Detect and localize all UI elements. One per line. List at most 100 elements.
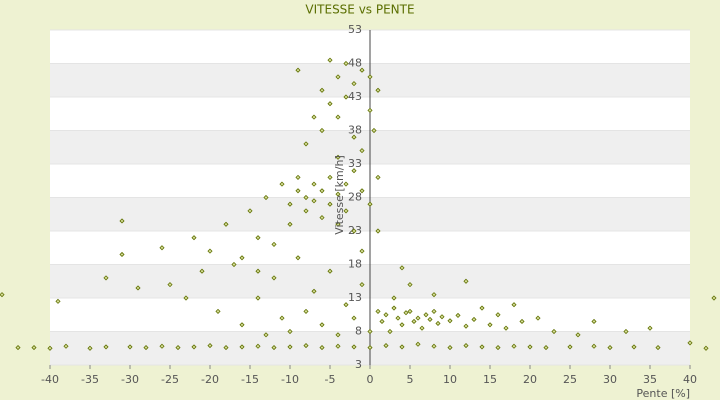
- point: [495, 312, 501, 318]
- point: [319, 188, 325, 194]
- point: [231, 261, 237, 268]
- point: [503, 325, 509, 331]
- y-tick-label: 43: [348, 90, 362, 103]
- point: [543, 345, 549, 351]
- x-tick-label: 20: [523, 373, 537, 386]
- point: [495, 345, 501, 351]
- point: [207, 343, 213, 349]
- point: [367, 328, 373, 335]
- point: [367, 107, 373, 113]
- point: [47, 345, 53, 351]
- point: [175, 345, 181, 351]
- x-tick-label: -20: [201, 373, 219, 386]
- point: [287, 201, 293, 207]
- point: [591, 318, 597, 325]
- point: [335, 154, 341, 160]
- point: [287, 328, 293, 335]
- x-tick-label: 10: [443, 373, 457, 386]
- point: [359, 282, 365, 288]
- point: [439, 314, 445, 320]
- point: [103, 275, 109, 281]
- point: [359, 188, 365, 194]
- x-tick-label: -10: [281, 373, 299, 386]
- point: [295, 174, 301, 180]
- point: [239, 322, 245, 328]
- point: [303, 308, 309, 314]
- x-axis-title: Pente [%]: [636, 387, 690, 400]
- point: [431, 308, 437, 314]
- point: [655, 345, 661, 351]
- x-tick-label: 40: [683, 373, 697, 386]
- point: [207, 248, 213, 254]
- point: [255, 343, 261, 349]
- point: [351, 81, 357, 87]
- point: [447, 345, 453, 351]
- point: [319, 345, 325, 351]
- point: [359, 148, 365, 154]
- y-tick-label: 48: [348, 57, 362, 70]
- point: [471, 316, 477, 323]
- point: [391, 295, 397, 301]
- point: [135, 285, 141, 291]
- point: [223, 345, 229, 351]
- point: [479, 344, 485, 350]
- point: [519, 318, 525, 325]
- point: [535, 315, 541, 321]
- point: [335, 191, 341, 197]
- point: [295, 255, 301, 261]
- point: [479, 305, 485, 311]
- point: [463, 278, 469, 284]
- point: [271, 241, 277, 247]
- point: [391, 305, 397, 311]
- point: [415, 341, 421, 347]
- x-tick-label: -25: [161, 373, 179, 386]
- point: [351, 228, 357, 234]
- y-axis-title: Vitesse [km/h]: [333, 155, 346, 235]
- point: [295, 67, 301, 73]
- point: [403, 310, 409, 316]
- point: [143, 345, 149, 351]
- point: [255, 235, 261, 241]
- point: [399, 344, 405, 350]
- point: [319, 215, 325, 221]
- point: [119, 251, 125, 258]
- point: [127, 344, 133, 350]
- point: [371, 127, 377, 134]
- y-tick-label: 28: [348, 191, 362, 204]
- point: [419, 325, 425, 331]
- y-tick-label: 53: [348, 23, 362, 36]
- point: [647, 325, 653, 331]
- point: [447, 318, 453, 324]
- point: [687, 340, 693, 346]
- point: [303, 208, 309, 214]
- point: [191, 344, 197, 350]
- x-tick-label: 35: [643, 373, 657, 386]
- point: [551, 328, 557, 335]
- y-tick-label: 33: [348, 157, 362, 170]
- point: [159, 245, 165, 251]
- point: [375, 87, 381, 93]
- point: [199, 268, 205, 274]
- point: [351, 168, 357, 174]
- point: [255, 268, 261, 274]
- point: [247, 208, 253, 214]
- point: [607, 345, 613, 351]
- x-tick-label: 30: [603, 373, 617, 386]
- point: [463, 343, 469, 349]
- point: [375, 308, 381, 314]
- point: [63, 343, 69, 349]
- point: [431, 292, 437, 298]
- point: [223, 221, 229, 227]
- point: [271, 275, 277, 281]
- point: [359, 248, 365, 254]
- point: [327, 101, 333, 107]
- point: [335, 332, 341, 338]
- x-tick-label: 15: [483, 373, 497, 386]
- point: [319, 87, 325, 93]
- point: [303, 343, 309, 349]
- point: [103, 344, 109, 350]
- point: [411, 318, 417, 325]
- point: [327, 174, 333, 180]
